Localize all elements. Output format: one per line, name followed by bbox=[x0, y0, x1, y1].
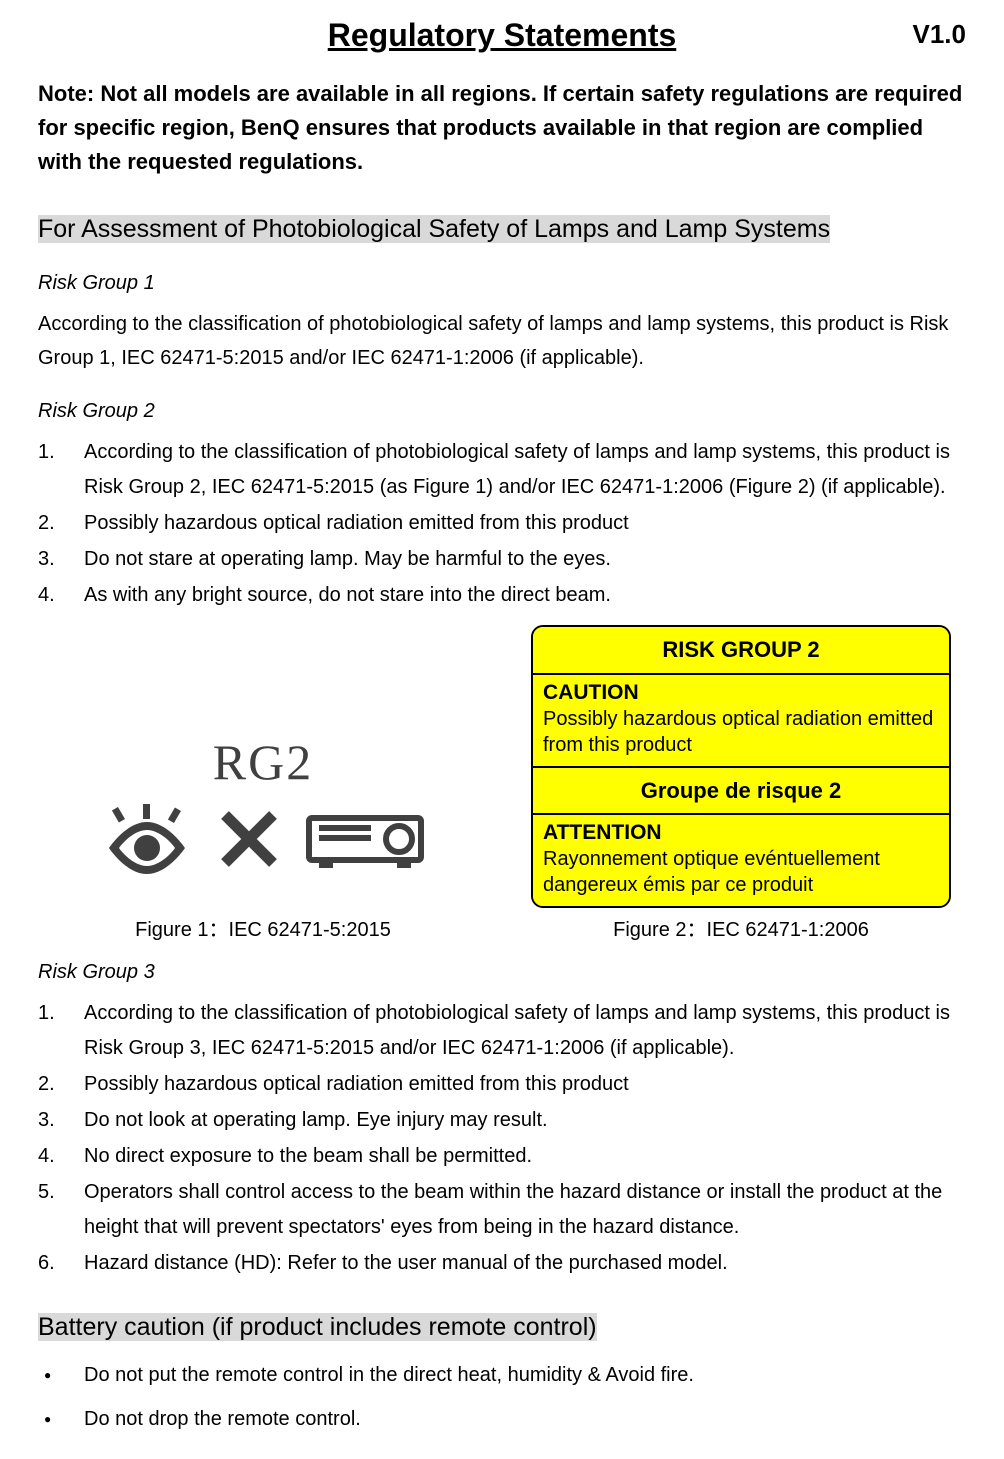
rg2-heading: Risk Group 2 bbox=[38, 395, 966, 427]
list-item: ●Do not drop the remote control. bbox=[38, 1403, 966, 1435]
list-item: 3.Do not look at operating lamp. Eye inj… bbox=[38, 1103, 966, 1138]
figure-1-caption: Figure 1：IEC 62471-5:2015 bbox=[135, 914, 391, 946]
x-icon bbox=[217, 807, 281, 871]
list-item: 4.As with any bright source, do not star… bbox=[38, 578, 966, 613]
fig2-header-fr: Groupe de risque 2 bbox=[533, 768, 949, 815]
list-item: 1.According to the classification of pho… bbox=[38, 435, 966, 505]
fig2-body-en: CAUTION Possibly hazardous optical radia… bbox=[533, 675, 949, 768]
list-item: 4.No direct exposure to the beam shall b… bbox=[38, 1139, 966, 1174]
rg1-text: According to the classification of photo… bbox=[38, 307, 966, 375]
list-item: 6.Hazard distance (HD): Refer to the use… bbox=[38, 1246, 966, 1281]
projector-icon bbox=[305, 804, 425, 874]
eye-icon bbox=[101, 804, 193, 874]
title-row: Regulatory Statements V1.0 bbox=[38, 10, 966, 61]
list-item: 2.Possibly hazardous optical radiation e… bbox=[38, 1067, 966, 1102]
rg2-label: RG2 bbox=[213, 722, 313, 802]
list-item: 3.Do not stare at operating lamp. May be… bbox=[38, 542, 966, 577]
risk-group-2-block: Risk Group 2 1.According to the classifi… bbox=[38, 395, 966, 946]
rg3-list: 1.According to the classification of pho… bbox=[38, 996, 966, 1281]
figure-1-graphic: RG2 bbox=[78, 688, 448, 908]
fig2-body-fr: ATTENTION Rayonnement optique evéntuelle… bbox=[533, 815, 949, 906]
version-label: V1.0 bbox=[913, 14, 967, 56]
fig2-header-en: RISK GROUP 2 bbox=[533, 627, 949, 674]
rg1-heading: Risk Group 1 bbox=[38, 267, 966, 299]
section-heading-photobiological: For Assessment of Photobiological Safety… bbox=[38, 215, 830, 243]
figure-2-caption: Figure 2：IEC 62471-1:2006 bbox=[613, 914, 869, 946]
risk-group-1-block: Risk Group 1 According to the classifica… bbox=[38, 267, 966, 375]
risk-group-3-block: Risk Group 3 1.According to the classifi… bbox=[38, 956, 966, 1281]
list-item: 5.Operators shall control access to the … bbox=[38, 1175, 966, 1245]
section-heading-battery: Battery caution (if product includes rem… bbox=[38, 1313, 597, 1341]
figures-row: RG2 bbox=[38, 625, 966, 946]
rg3-heading: Risk Group 3 bbox=[38, 956, 966, 988]
figure-1-icons bbox=[101, 804, 425, 874]
note-text: Note: Not all models are available in al… bbox=[38, 77, 966, 179]
figure-2-warning-label: RISK GROUP 2 CAUTION Possibly hazardous … bbox=[531, 625, 951, 908]
page-title: Regulatory Statements bbox=[38, 10, 966, 61]
battery-list: ●Do not put the remote control in the di… bbox=[38, 1359, 966, 1435]
list-item: 1.According to the classification of pho… bbox=[38, 996, 966, 1066]
figure-2: RISK GROUP 2 CAUTION Possibly hazardous … bbox=[516, 625, 966, 946]
rg2-list: 1.According to the classification of pho… bbox=[38, 435, 966, 613]
list-item: 2.Possibly hazardous optical radiation e… bbox=[38, 506, 966, 541]
figure-1: RG2 bbox=[38, 688, 488, 946]
list-item: ●Do not put the remote control in the di… bbox=[38, 1359, 966, 1391]
